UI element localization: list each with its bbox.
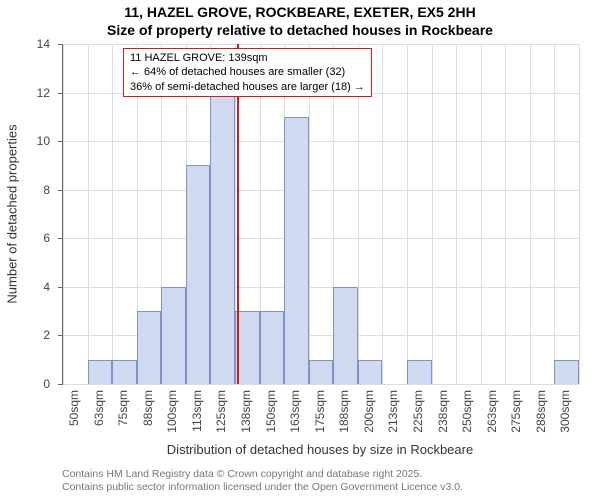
histogram-bar bbox=[88, 360, 113, 384]
x-tick-label: 88sqm bbox=[141, 390, 155, 426]
plot-area: 0246810121450sqm63sqm75sqm88sqm100sqm113… bbox=[62, 44, 579, 385]
chart-container: 11, HAZEL GROVE, ROCKBEARE, EXETER, EX5 … bbox=[0, 0, 600, 500]
grid-line-v bbox=[112, 44, 113, 384]
histogram-bar bbox=[309, 360, 334, 384]
grid-line-v bbox=[407, 44, 408, 384]
histogram-bar bbox=[333, 287, 358, 384]
histogram-bar bbox=[554, 360, 579, 384]
grid-line-v bbox=[505, 44, 506, 384]
footer-attribution: Contains HM Land Registry data © Crown c… bbox=[62, 468, 463, 494]
marker-info-box: 11 HAZEL GROVE: 139sqm← 64% of detached … bbox=[123, 48, 372, 97]
x-tick-label: 113sqm bbox=[190, 390, 204, 432]
histogram-bar bbox=[186, 165, 211, 384]
x-tick-label: 300sqm bbox=[558, 390, 572, 433]
grid-line-v bbox=[554, 44, 555, 384]
x-tick-label: 238sqm bbox=[436, 390, 450, 433]
grid-line-v bbox=[530, 44, 531, 384]
title-line-1: 11, HAZEL GROVE, ROCKBEARE, EXETER, EX5 … bbox=[0, 4, 600, 22]
y-tick-label: 12 bbox=[37, 86, 58, 100]
y-tick-label: 10 bbox=[37, 134, 58, 148]
x-tick-label: 250sqm bbox=[460, 390, 474, 433]
grid-line-h bbox=[63, 190, 579, 191]
info-box-line: ← 64% of detached houses are smaller (32… bbox=[130, 65, 365, 79]
grid-line-h bbox=[63, 384, 579, 385]
grid-line-h bbox=[63, 238, 579, 239]
x-tick-label: 50sqm bbox=[67, 390, 81, 426]
x-tick-label: 138sqm bbox=[239, 390, 253, 433]
y-tick-label: 14 bbox=[37, 37, 58, 51]
grid-line-v bbox=[456, 44, 457, 384]
y-tick-label: 8 bbox=[43, 183, 58, 197]
y-axis-title: Number of detached properties bbox=[5, 124, 20, 303]
footer-line-1: Contains HM Land Registry data © Crown c… bbox=[62, 468, 463, 481]
x-tick-label: 275sqm bbox=[509, 390, 523, 433]
x-tick-label: 75sqm bbox=[116, 390, 130, 426]
title-line-2: Size of property relative to detached ho… bbox=[0, 22, 600, 40]
histogram-bar bbox=[358, 360, 383, 384]
y-tick-label: 4 bbox=[43, 280, 58, 294]
x-tick-label: 175sqm bbox=[313, 390, 327, 433]
x-tick-label: 63sqm bbox=[92, 390, 106, 426]
histogram-bar bbox=[161, 287, 186, 384]
x-tick-label: 100sqm bbox=[165, 390, 179, 433]
x-tick-label: 225sqm bbox=[411, 390, 425, 433]
x-tick-label: 263sqm bbox=[485, 390, 499, 433]
chart-title: 11, HAZEL GROVE, ROCKBEARE, EXETER, EX5 … bbox=[0, 0, 600, 39]
histogram-bar bbox=[260, 311, 285, 384]
footer-line-2: Contains public sector information licen… bbox=[62, 481, 463, 494]
grid-line-h bbox=[63, 287, 579, 288]
y-tick-label: 2 bbox=[43, 328, 58, 342]
grid-line-v bbox=[432, 44, 433, 384]
grid-line-v bbox=[481, 44, 482, 384]
x-tick-label: 163sqm bbox=[288, 390, 302, 433]
info-box-line: 11 HAZEL GROVE: 139sqm bbox=[130, 51, 365, 65]
x-tick-label: 288sqm bbox=[534, 390, 548, 433]
grid-line-h bbox=[63, 141, 579, 142]
x-axis-title: Distribution of detached houses by size … bbox=[62, 442, 578, 457]
grid-line-v bbox=[382, 44, 383, 384]
info-box-line: 36% of semi-detached houses are larger (… bbox=[130, 80, 365, 94]
x-tick-label: 200sqm bbox=[362, 390, 376, 433]
histogram-bar bbox=[210, 93, 235, 384]
grid-line-v bbox=[579, 44, 580, 384]
x-tick-label: 125sqm bbox=[214, 390, 228, 433]
x-tick-label: 150sqm bbox=[264, 390, 278, 433]
histogram-bar bbox=[137, 311, 162, 384]
grid-line-v bbox=[63, 44, 64, 384]
x-tick-label: 213sqm bbox=[386, 390, 400, 433]
grid-line-v bbox=[88, 44, 89, 384]
y-tick-label: 6 bbox=[43, 231, 58, 245]
grid-line-h bbox=[63, 44, 579, 45]
histogram-bar bbox=[112, 360, 137, 384]
histogram-bar bbox=[284, 117, 309, 384]
x-tick-label: 188sqm bbox=[337, 390, 351, 433]
histogram-bar bbox=[407, 360, 432, 384]
y-tick-label: 0 bbox=[43, 377, 58, 391]
